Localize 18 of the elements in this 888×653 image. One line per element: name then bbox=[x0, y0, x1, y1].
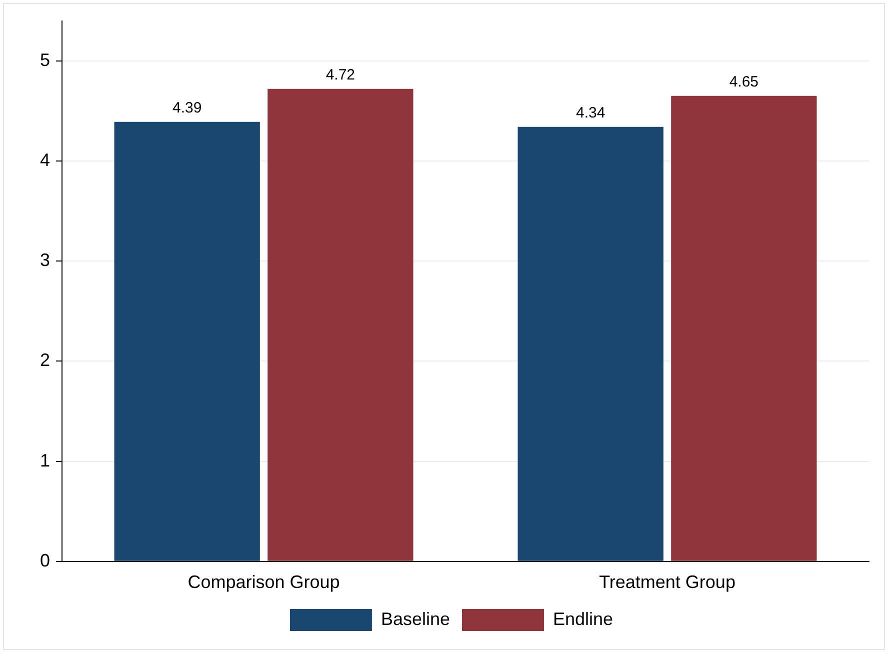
data-label: 4.65 bbox=[729, 74, 759, 91]
bar bbox=[671, 96, 817, 561]
data-label: 4.72 bbox=[326, 66, 356, 84]
data-label: 4.34 bbox=[576, 104, 606, 122]
y-tick-label: 4 bbox=[40, 150, 50, 170]
legend-label: Baseline bbox=[380, 608, 450, 629]
legend-label: Endline bbox=[553, 608, 614, 629]
y-tick-label: 1 bbox=[40, 450, 50, 470]
y-tick-label: 3 bbox=[40, 250, 50, 270]
bar bbox=[268, 88, 414, 561]
bar bbox=[518, 126, 664, 561]
x-tick-label: Comparison Group bbox=[188, 572, 340, 592]
y-tick-label: 2 bbox=[40, 350, 50, 370]
data-label: 4.39 bbox=[172, 100, 202, 117]
x-tick-label: Treatment Group bbox=[599, 572, 736, 592]
y-tick-label: 0 bbox=[40, 550, 50, 570]
bar bbox=[114, 122, 260, 561]
y-tick-label: 5 bbox=[40, 50, 50, 70]
